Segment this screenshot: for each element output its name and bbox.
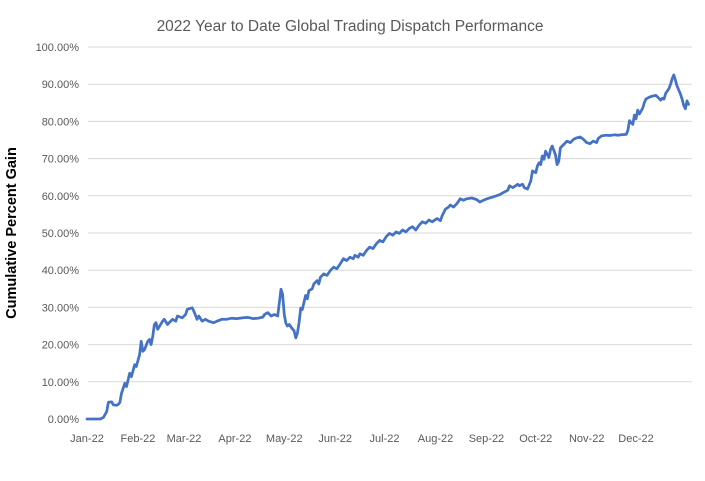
y-tick-label: 100.00% (36, 42, 80, 54)
x-tick-label: Mar-22 (167, 433, 202, 445)
y-tick-label: 40.00% (42, 265, 80, 277)
y-axis-title: Cumulative Percent Gain (4, 147, 20, 319)
gridlines (88, 46, 692, 383)
y-tick-label: 50.00% (42, 228, 80, 240)
x-tick-label: Jun-22 (318, 433, 352, 445)
x-tick-label: Nov-22 (569, 433, 604, 445)
performance-line (85, 73, 690, 421)
x-tick-label: Oct-22 (519, 433, 552, 445)
y-tick-label: 70.00% (42, 154, 80, 166)
x-tick-label: Sep-22 (469, 433, 504, 445)
x-tick-label: May-22 (266, 433, 303, 445)
y-tick-label: 0.00% (48, 414, 79, 426)
y-tick-label: 20.00% (42, 340, 80, 352)
y-tick-label: 80.00% (42, 116, 80, 128)
x-tick-label: Aug-22 (418, 433, 453, 445)
y-tick-label: 60.00% (42, 191, 80, 203)
y-axis-tick-labels: 0.00% 10.00% 20.00% 30.00% 40.00% 50.00% 60.00… (36, 42, 80, 426)
x-tick-label: Jan-22 (70, 433, 104, 445)
x-tick-label: Feb-22 (121, 433, 156, 445)
y-tick-label: 90.00% (42, 79, 80, 91)
x-tick-label: Apr-22 (218, 433, 251, 445)
x-axis-tick-labels: Jan-22 Feb-22 Mar-22 Apr-22 May-22 Jun-22 Jul-… (70, 433, 654, 445)
chart-title: 2022 Year to Date Global Trading Dispatc… (157, 18, 544, 35)
x-tick-label: Dec-22 (618, 433, 653, 445)
x-tick-label: Jul-22 (370, 433, 400, 445)
y-tick-label: 10.00% (42, 377, 80, 389)
y-tick-label: 30.00% (42, 302, 80, 314)
